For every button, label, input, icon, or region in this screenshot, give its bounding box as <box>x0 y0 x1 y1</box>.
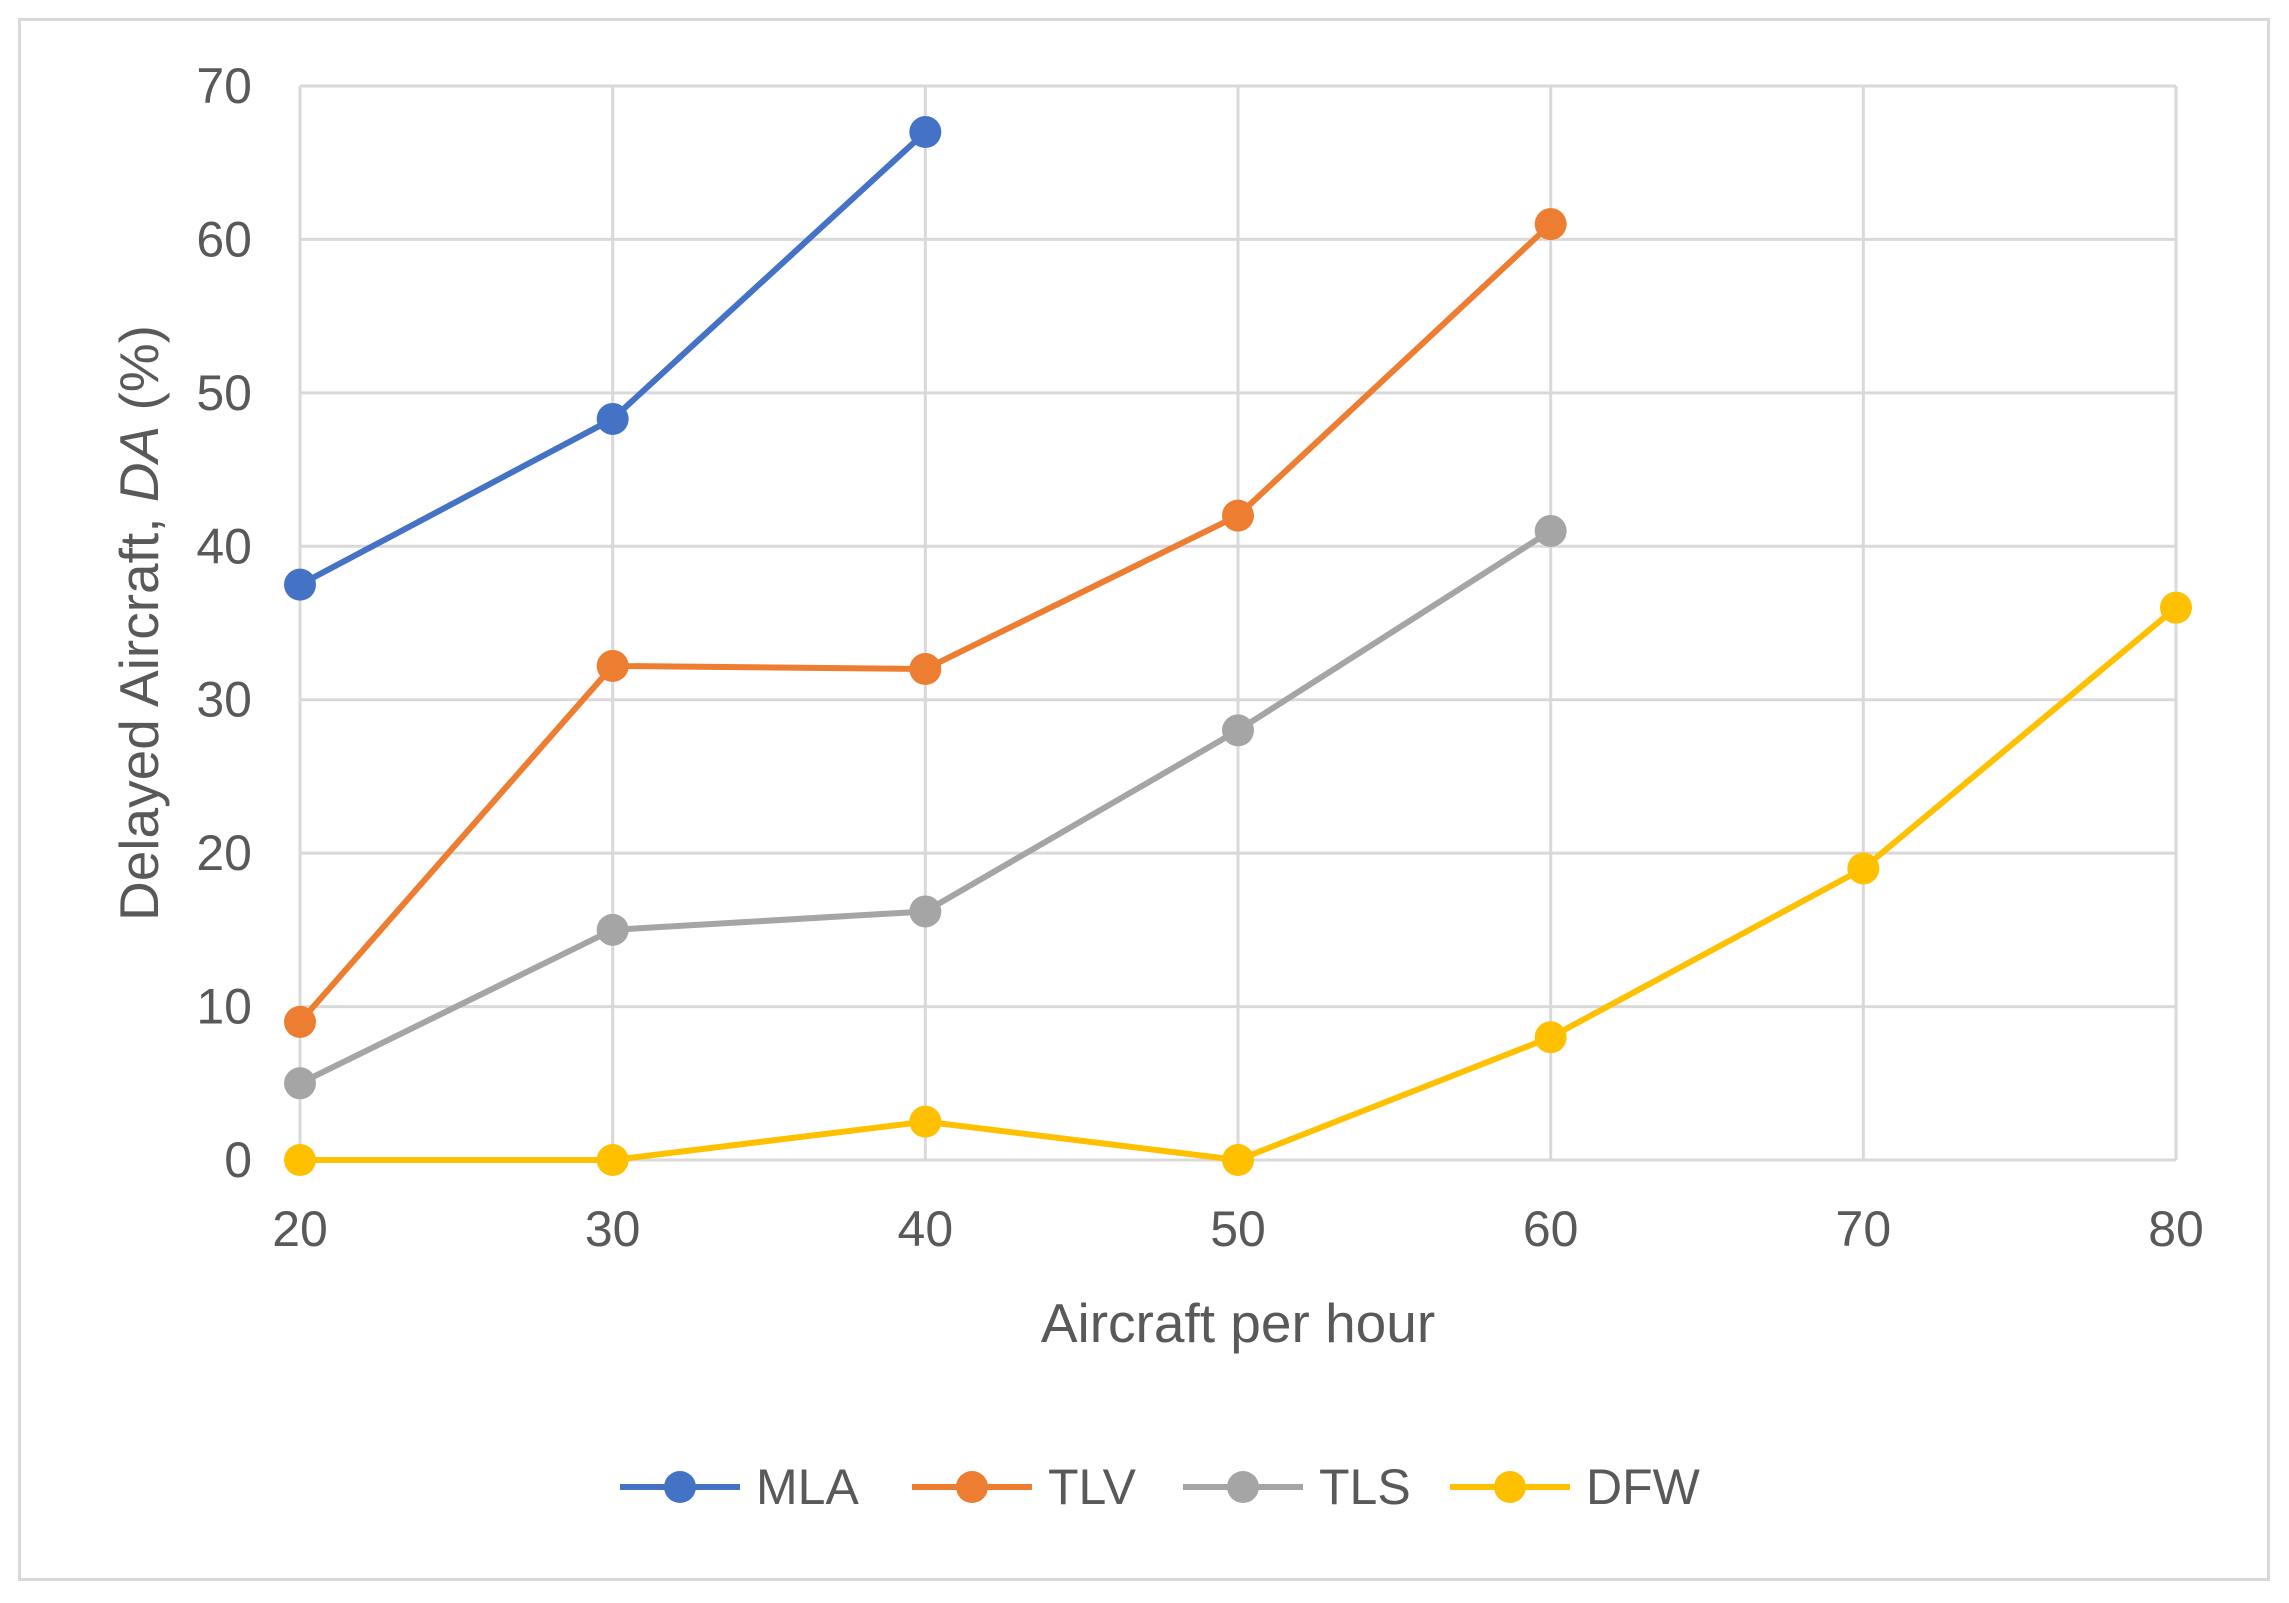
y-axis-title-prefix: Delayed Aircraft, <box>108 502 170 921</box>
x-tick-label: 60 <box>1523 1201 1579 1257</box>
data-point <box>596 1144 629 1176</box>
series-group <box>284 116 2192 1176</box>
legend-item-dfw: DFW <box>1450 1459 1701 1515</box>
x-tick-label: 70 <box>1836 1201 1892 1257</box>
legend-item-tlv: TLV <box>912 1459 1137 1515</box>
y-tick-label: 0 <box>224 1132 252 1188</box>
series-tlv <box>284 208 1567 1038</box>
series-dfw <box>284 591 2192 1176</box>
data-point <box>1534 514 1567 547</box>
data-point <box>1222 499 1254 532</box>
x-axis-title: Aircraft per hour <box>1041 1292 1435 1354</box>
data-point <box>909 116 942 149</box>
y-axis-title-suffix: (%) <box>108 325 170 426</box>
legend-label: DFW <box>1586 1459 1701 1515</box>
y-tick-label: 40 <box>196 518 252 574</box>
y-tick-label: 20 <box>196 825 252 881</box>
x-tick-label: 30 <box>585 1201 641 1257</box>
x-axis-ticks: 20 30 40 50 60 70 80 <box>272 1201 2204 1257</box>
legend-marker <box>664 1471 696 1503</box>
legend-label: MLA <box>756 1459 859 1515</box>
y-tick-label: 70 <box>196 58 252 114</box>
y-axis-ticks: 0 10 20 30 40 50 60 70 <box>196 58 252 1188</box>
data-point <box>1222 1144 1254 1176</box>
series-mla <box>284 116 942 601</box>
x-tick-label: 20 <box>272 1201 328 1257</box>
data-point <box>909 653 942 686</box>
legend-marker <box>1494 1471 1526 1503</box>
series-tls <box>284 514 1567 1100</box>
legend-marker <box>956 1471 988 1503</box>
y-tick-label: 50 <box>196 365 252 421</box>
data-point <box>909 1105 942 1138</box>
gridlines <box>298 84 2178 1162</box>
legend-label: TLS <box>1319 1459 1411 1515</box>
x-tick-label: 50 <box>1210 1201 1266 1257</box>
data-point <box>2160 591 2192 624</box>
data-point <box>596 402 629 435</box>
y-tick-label: 60 <box>196 211 252 267</box>
data-point <box>284 1144 316 1176</box>
y-tick-label: 30 <box>196 672 252 728</box>
data-point <box>284 1005 316 1038</box>
legend: MLA TLV TLS DFW <box>620 1459 1701 1515</box>
data-point <box>909 895 942 928</box>
data-point <box>1534 1021 1567 1054</box>
chart-frame <box>18 18 2270 1581</box>
x-tick-label: 40 <box>898 1201 954 1257</box>
y-axis-title: Delayed Aircraft, DA (%) <box>108 325 170 921</box>
data-point <box>596 649 629 682</box>
data-point <box>596 913 629 946</box>
legend-label: TLV <box>1048 1459 1137 1515</box>
data-point <box>1222 714 1254 747</box>
legend-item-tls: TLS <box>1183 1459 1411 1515</box>
data-point <box>1534 208 1567 241</box>
data-point <box>1847 852 1880 885</box>
legend-marker <box>1227 1471 1259 1503</box>
y-tick-label: 10 <box>196 979 252 1035</box>
legend-item-mla: MLA <box>620 1459 859 1515</box>
y-axis-title-italic: DA <box>108 426 170 502</box>
data-point <box>284 568 316 601</box>
x-tick-label: 80 <box>2148 1201 2204 1257</box>
data-point <box>284 1067 316 1100</box>
